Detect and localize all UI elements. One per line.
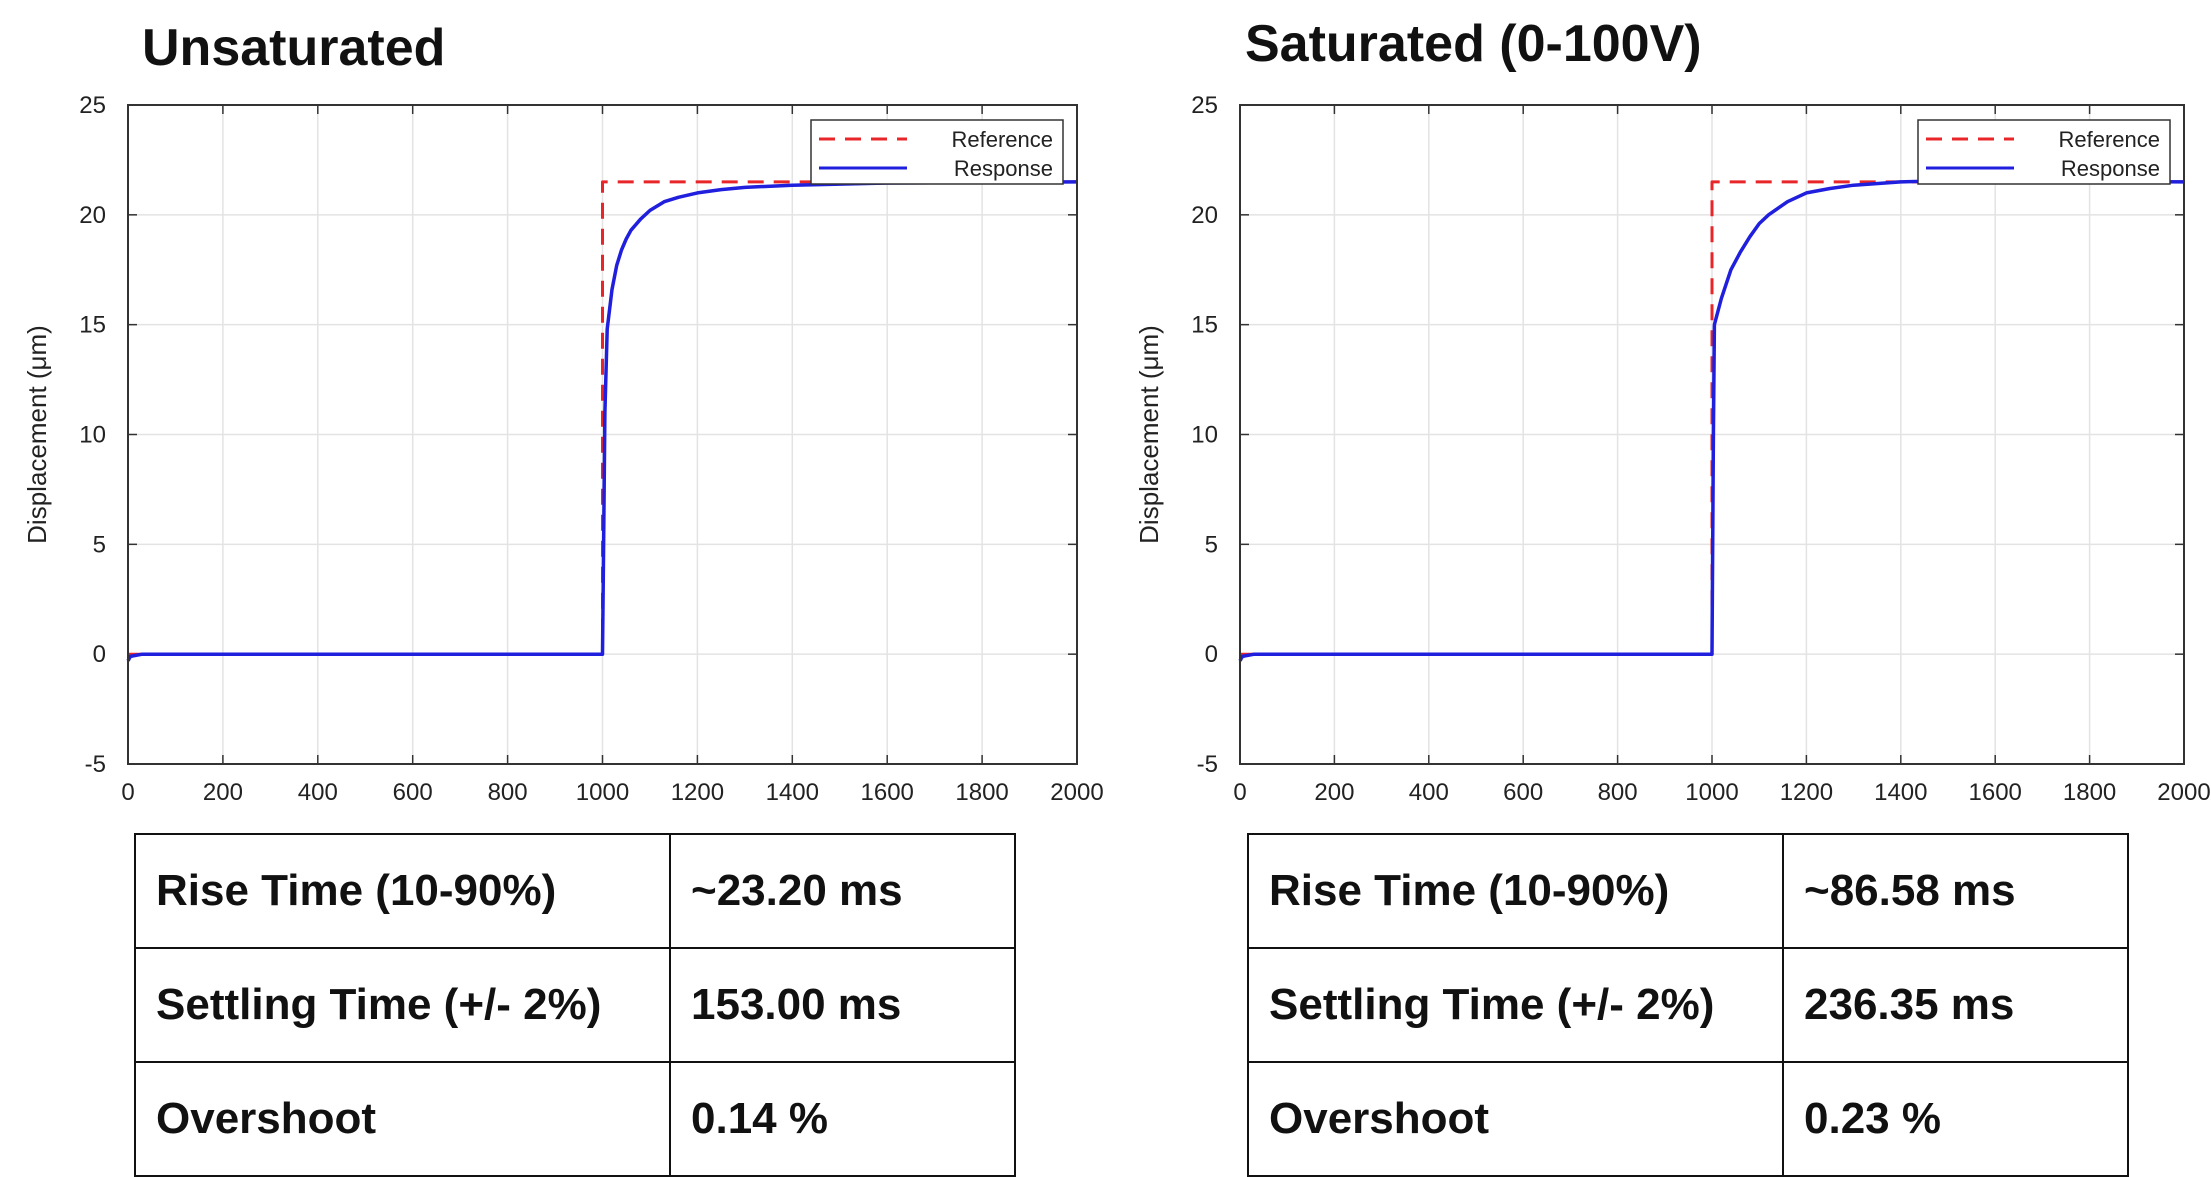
legend-label: Response [954,156,1053,181]
legend-box [810,119,1064,185]
y-tick-label: -5 [85,751,106,778]
plot-frame [127,104,1078,765]
metric-label: Settling Time (+/- 2%) [134,947,671,1063]
panel-title: Unsaturated [142,19,446,77]
x-tick-label: 1000 [1685,779,1738,806]
saturated-panel: Saturated (0-100V) 0 200 400 600 800 1000 1200… [1112,0,2211,1177]
metric-value: ~23.20 ms [669,833,1016,949]
x-tick-label: 1600 [861,779,914,806]
metric-value: ~86.58 ms [1782,833,2129,949]
y-tick-label: 25 [79,92,106,119]
unsaturated-panel: Unsaturated 0 200 400 600 800 1000 1200 1400 160… [0,0,1105,1177]
x-tick-label: 0 [1233,779,1246,806]
x-tick-label: 1200 [671,779,724,806]
x-tick-label: 1800 [2063,779,2116,806]
legend-label: Response [2061,156,2160,181]
y-tick-label: 0 [1205,641,1218,668]
metric-value: 0.14 % [669,1061,1016,1177]
table-row: Settling Time (+/- 2%) 153.00 ms [134,947,1016,1063]
y-axis-label: Displacement (μm) [22,325,52,544]
y-tick-label: 0 [93,641,106,668]
panel-title: Saturated (0-100V) [1245,15,1702,73]
y-tick-label: 10 [1191,422,1218,449]
x-tick-label: 800 [1598,779,1638,806]
metric-value: 0.23 % [1782,1061,2129,1177]
y-tick-label: 15 [1191,312,1218,339]
table-row: Rise Time (10-90%) ~86.58 ms [1247,833,2129,949]
unsaturated-chart: 0 200 400 600 800 1000 1200 1400 1600 1800 2000 -5 0… [22,92,1104,806]
x-tick-label: 2000 [2157,779,2210,806]
x-tick-label: 1400 [1874,779,1927,806]
y-tick-label: -5 [1197,751,1218,778]
metric-value: 236.35 ms [1782,947,2129,1063]
y-tick-label: 5 [93,531,106,558]
x-tick-label: 1000 [576,779,629,806]
series-response-line [1238,179,2185,662]
table-row: Rise Time (10-90%) ~23.20 ms [134,833,1016,949]
y-tick-label: 15 [79,312,106,339]
metric-label: Settling Time (+/- 2%) [1247,947,1784,1063]
x-tick-label: 200 [203,779,243,806]
table-row: Settling Time (+/- 2%) 236.35 ms [1247,947,2129,1063]
metric-label: Overshoot [134,1061,671,1177]
table-row: Overshoot 0.23 % [1247,1061,2129,1177]
x-tick-label: 200 [1314,779,1354,806]
series-response-line [126,180,1078,662]
x-tick-label: 600 [1503,779,1543,806]
legend-label: Reference [951,127,1053,152]
x-tick-label: 400 [298,779,338,806]
x-tick-label: 2000 [1050,779,1103,806]
y-axis-label: Displacement (μm) [1134,325,1164,544]
x-tick-label: 1800 [955,779,1008,806]
metrics-table: Rise Time (10-90%) ~23.20 ms Settling Ti… [134,833,1016,1177]
x-tick-label: 0 [121,779,134,806]
x-tick-label: 400 [1409,779,1449,806]
x-tick-label: 1200 [1780,779,1833,806]
metrics-table: Rise Time (10-90%) ~86.58 ms Settling Ti… [1247,833,2129,1177]
table-row: Overshoot 0.14 % [134,1061,1016,1177]
legend-box [1917,119,2171,185]
plot-frame [1239,104,2185,765]
metric-label: Rise Time (10-90%) [1247,833,1784,949]
y-tick-label: 20 [1191,202,1218,229]
saturated-chart: 0 200 400 600 800 1000 1200 1400 1600 1800 2000 -5 0… [1134,92,2211,806]
metric-value: 153.00 ms [669,947,1016,1063]
x-tick-label: 1600 [1969,779,2022,806]
x-tick-label: 600 [393,779,433,806]
y-tick-label: 20 [79,202,106,229]
metric-label: Overshoot [1247,1061,1784,1177]
y-tick-label: 25 [1191,92,1218,119]
y-tick-label: 10 [79,422,106,449]
y-tick-label: 5 [1205,531,1218,558]
metric-label: Rise Time (10-90%) [134,833,671,949]
legend-label: Reference [2058,127,2160,152]
x-tick-label: 1400 [766,779,819,806]
x-tick-label: 800 [488,779,528,806]
